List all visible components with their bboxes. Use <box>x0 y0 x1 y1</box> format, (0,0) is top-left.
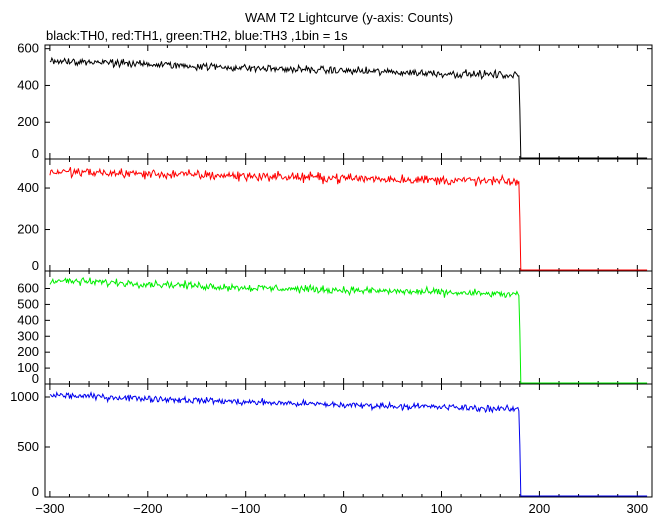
y-tick-label: 200 <box>17 114 39 129</box>
panel-frame <box>44 383 653 498</box>
panel-th1: 0 200 400 <box>17 158 653 273</box>
y-tick-label: 300 <box>17 328 39 343</box>
x-tick-label: 0 <box>340 501 347 515</box>
x-tick-label: 300 <box>626 501 648 515</box>
y-tick-label: 200 <box>17 222 39 237</box>
panel-th3: 0 500 1000 <box>10 383 653 499</box>
series-line-th2 <box>49 276 648 384</box>
y-tick-label: 0 <box>32 258 39 273</box>
x-tick-label: 200 <box>529 501 551 515</box>
y-tick-label: 400 <box>17 180 39 195</box>
chart-title: WAM T2 Lightcurve (y-axis: Counts) <box>245 10 453 25</box>
y-tick-label: 600 <box>17 41 39 56</box>
y-tick-label: 0 <box>32 484 39 499</box>
y-tick-label: 0 <box>32 371 39 386</box>
y-tick-label: 0 <box>32 146 39 161</box>
panel-th0: 0 200 400 600 <box>17 41 653 161</box>
y-tick-label: 100 <box>17 360 39 375</box>
x-tick-label: −200 <box>133 501 162 515</box>
y-tick-label: 500 <box>17 296 39 311</box>
x-tick-label: −100 <box>231 501 260 515</box>
series-line-th0 <box>49 56 648 159</box>
y-tick-label: 600 <box>17 281 39 296</box>
series-line-th1 <box>49 167 648 271</box>
x-tick-label: 100 <box>431 501 453 515</box>
y-tick-label: 400 <box>17 312 39 327</box>
y-tick-label: 400 <box>17 77 39 92</box>
y-tick-label: 1000 <box>10 389 39 404</box>
y-tick-label: 200 <box>17 344 39 359</box>
series-line-th3 <box>49 390 648 497</box>
panel-frame <box>44 270 653 385</box>
chart-subtitle: black:TH0, red:TH1, green:TH2, blue:TH3 … <box>46 28 348 43</box>
panel-frame <box>44 44 653 160</box>
x-tick-label: −300 <box>35 501 64 515</box>
y-tick-label: 500 <box>17 439 39 454</box>
panels: 0200400600020040001002003004005006000500… <box>10 41 653 515</box>
